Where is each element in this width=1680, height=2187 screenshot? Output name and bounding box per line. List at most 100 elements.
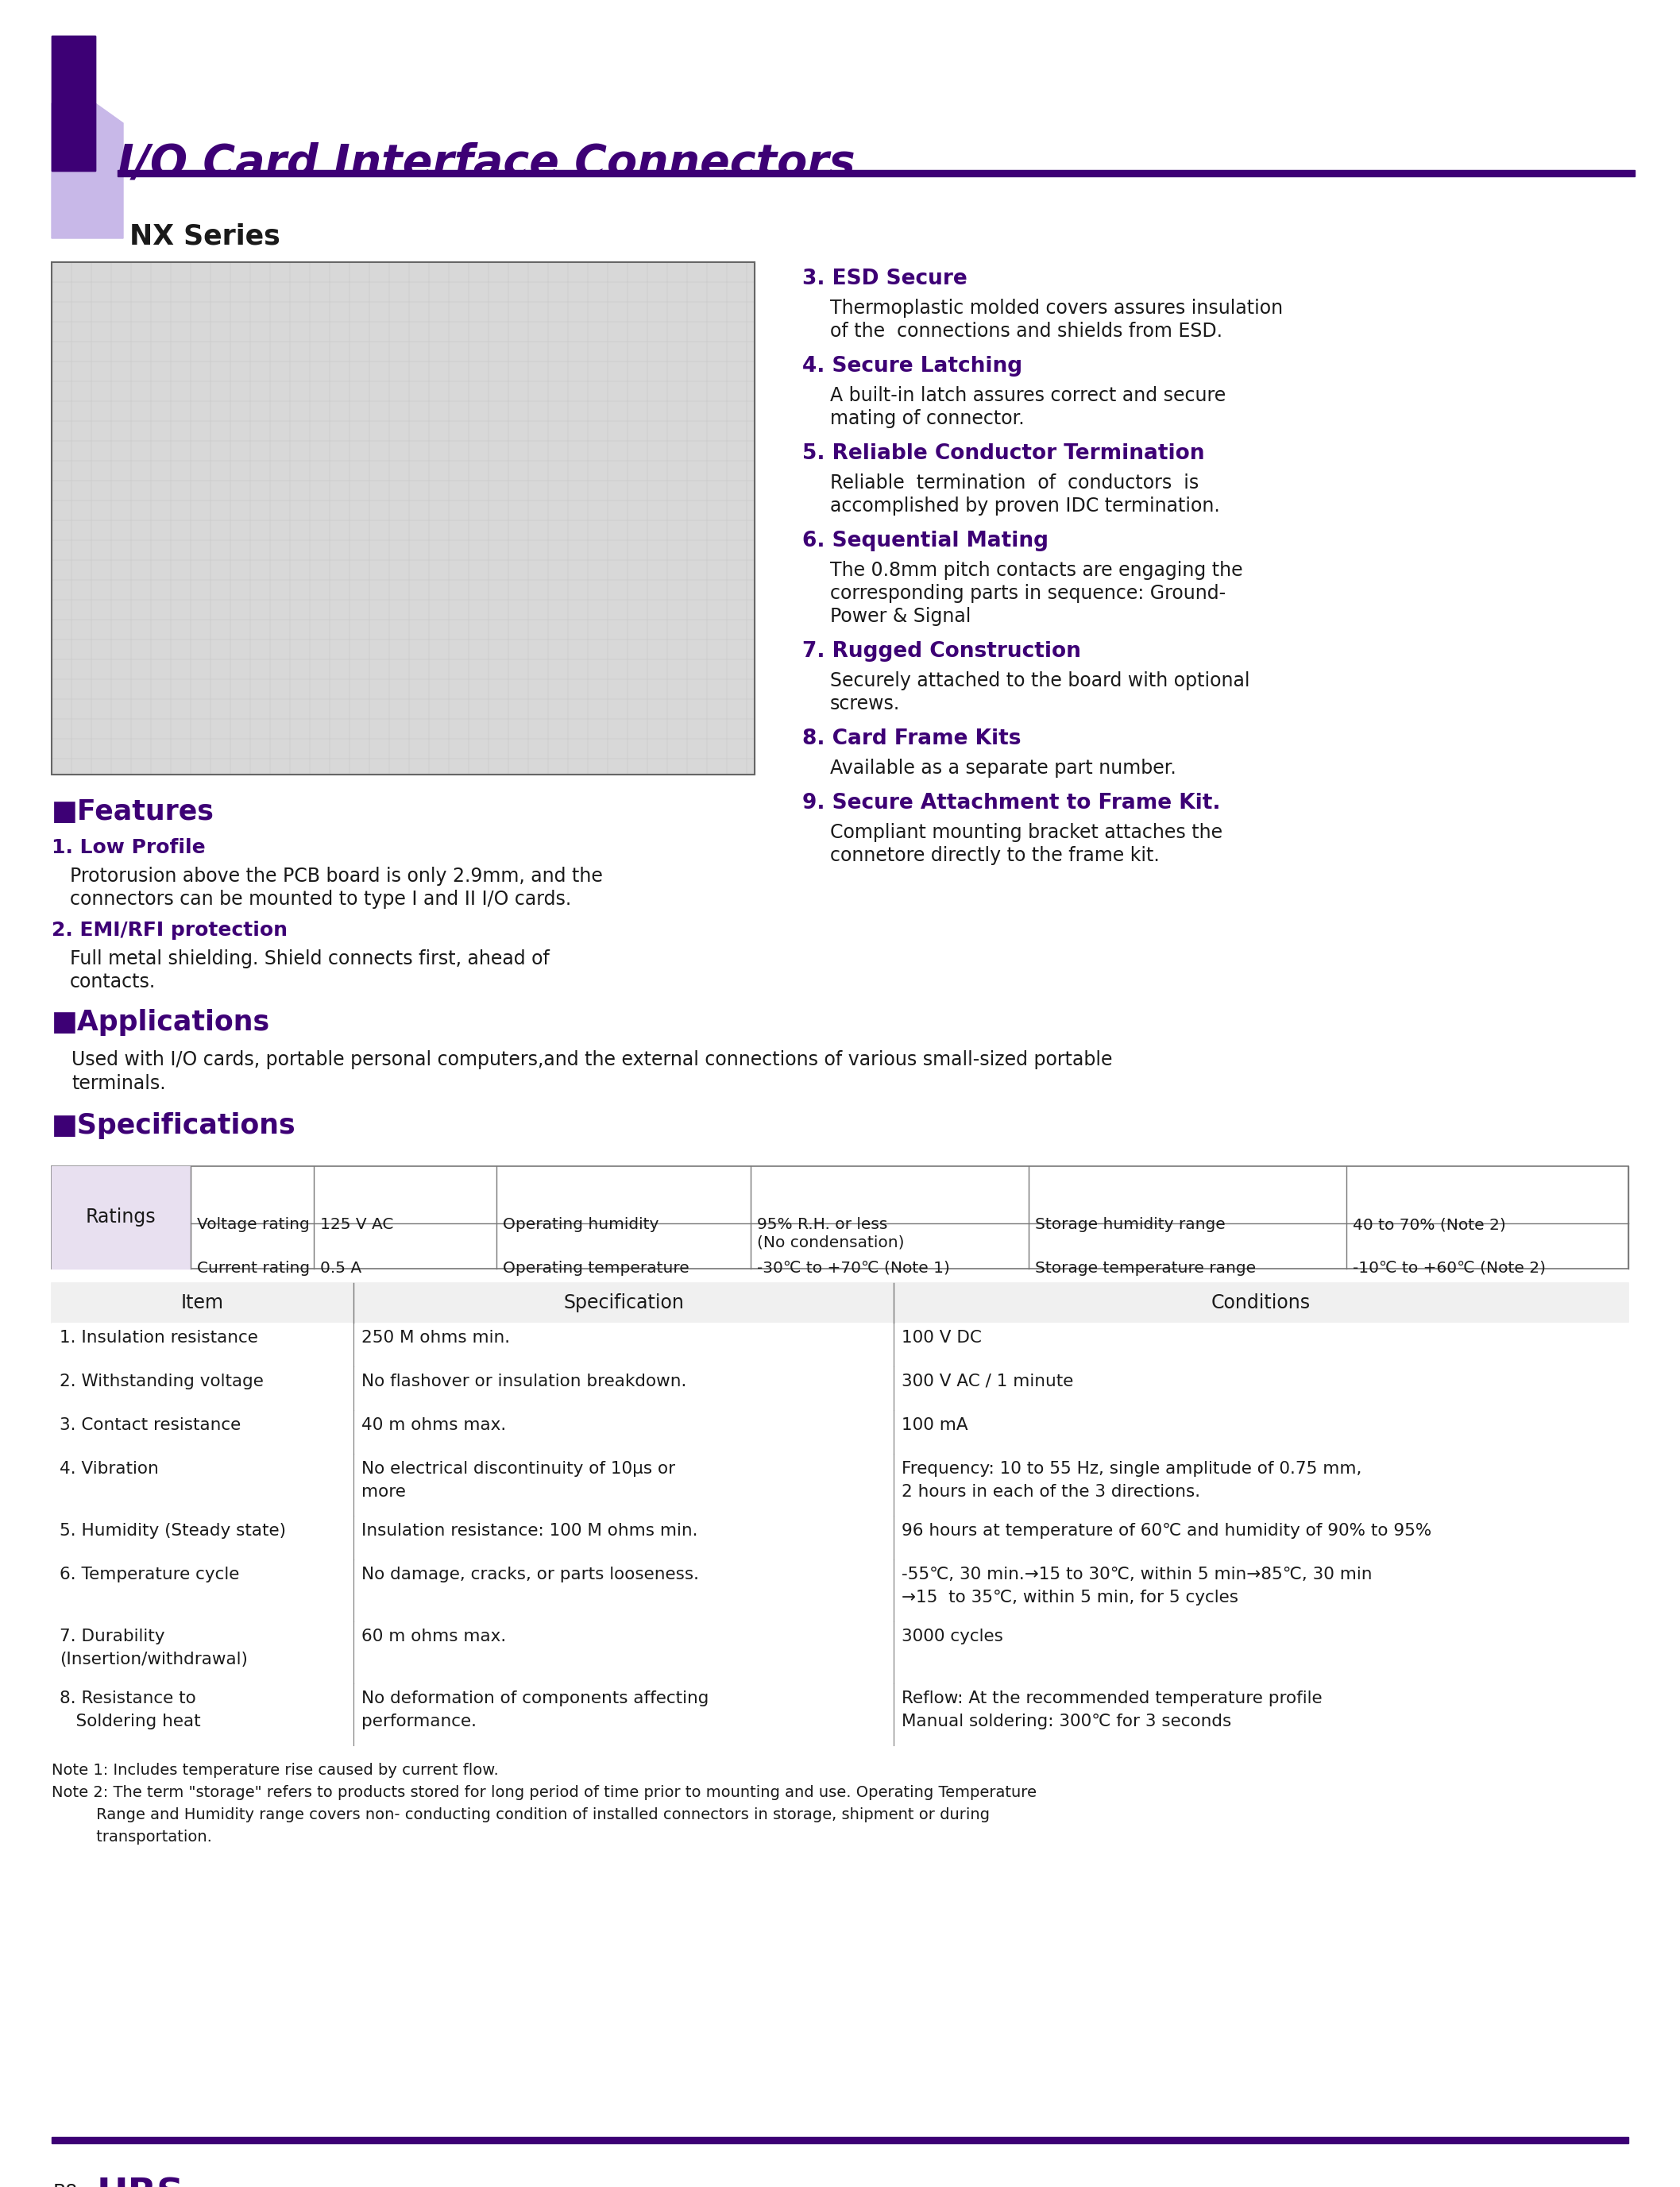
Bar bbox=[52, 1684, 1628, 1745]
Text: 6. Temperature cycle: 6. Temperature cycle bbox=[59, 1566, 239, 1583]
Text: 3. ESD Secure: 3. ESD Secure bbox=[803, 269, 968, 289]
Bar bbox=[52, 262, 754, 774]
Text: terminals.: terminals. bbox=[72, 1074, 166, 1094]
Text: Reflow: At the recommended temperature profile: Reflow: At the recommended temperature p… bbox=[902, 1691, 1322, 1706]
Text: of the  connections and shields from ESD.: of the connections and shields from ESD. bbox=[830, 321, 1223, 341]
Text: Protorusion above the PCB board is only 2.9mm, and the: Protorusion above the PCB board is only … bbox=[71, 866, 603, 886]
Text: Ratings: Ratings bbox=[86, 1207, 156, 1227]
Text: more: more bbox=[361, 1485, 407, 1500]
Text: No flashover or insulation breakdown.: No flashover or insulation breakdown. bbox=[361, 1373, 687, 1389]
Text: 40 m ohms max.: 40 m ohms max. bbox=[361, 1417, 506, 1432]
Text: 100 V DC: 100 V DC bbox=[902, 1330, 981, 1345]
Text: 2 hours in each of the 3 directions.: 2 hours in each of the 3 directions. bbox=[902, 1485, 1200, 1500]
Text: 0.5 A: 0.5 A bbox=[321, 1260, 361, 1275]
Text: Note 1: Includes temperature rise caused by current flow.: Note 1: Includes temperature rise caused… bbox=[52, 1763, 499, 1778]
Bar bbox=[52, 35, 96, 171]
Text: HRS: HRS bbox=[97, 2176, 185, 2187]
Text: accomplished by proven IDC termination.: accomplished by proven IDC termination. bbox=[830, 496, 1220, 516]
Bar bbox=[52, 262, 754, 774]
Text: 96 hours at temperature of 60℃ and humidity of 90% to 95%: 96 hours at temperature of 60℃ and humid… bbox=[902, 1522, 1431, 1540]
Text: Full metal shielding. Shield connects first, ahead of: Full metal shielding. Shield connects fi… bbox=[71, 949, 549, 969]
Text: Soldering heat: Soldering heat bbox=[59, 1715, 200, 1730]
Bar bbox=[52, 2137, 1628, 2143]
Text: 60 m ohms max.: 60 m ohms max. bbox=[361, 1629, 506, 1645]
Text: Power & Signal: Power & Signal bbox=[830, 608, 971, 625]
Bar bbox=[52, 1367, 1628, 1411]
Text: Securely attached to the board with optional: Securely attached to the board with opti… bbox=[830, 671, 1250, 691]
Text: Frequency: 10 to 55 Hz, single amplitude of 0.75 mm,: Frequency: 10 to 55 Hz, single amplitude… bbox=[902, 1461, 1362, 1476]
Text: (No condensation): (No condensation) bbox=[758, 1233, 904, 1249]
Text: 3000 cycles: 3000 cycles bbox=[902, 1629, 1003, 1645]
Text: 3. Contact resistance: 3. Contact resistance bbox=[59, 1417, 240, 1432]
Text: B8: B8 bbox=[54, 2183, 79, 2187]
Text: ■Specifications: ■Specifications bbox=[52, 1113, 296, 1139]
Text: Used with I/O cards, portable personal computers,and the external connections of: Used with I/O cards, portable personal c… bbox=[72, 1050, 1112, 1069]
Text: A built-in latch assures correct and secure: A built-in latch assures correct and sec… bbox=[830, 387, 1226, 405]
Text: 1. Low Profile: 1. Low Profile bbox=[52, 838, 205, 857]
Text: Item: Item bbox=[181, 1293, 223, 1312]
Text: NX Series: NX Series bbox=[129, 223, 281, 249]
Text: Insulation resistance: 100 M ohms min.: Insulation resistance: 100 M ohms min. bbox=[361, 1522, 697, 1540]
Text: No deformation of components affecting: No deformation of components affecting bbox=[361, 1691, 709, 1706]
Text: Conditions: Conditions bbox=[1211, 1293, 1310, 1312]
Text: 4. Vibration: 4. Vibration bbox=[59, 1461, 158, 1476]
Text: contacts.: contacts. bbox=[71, 973, 156, 991]
Bar bbox=[52, 1516, 1628, 1559]
Text: performance.: performance. bbox=[361, 1715, 477, 1730]
Bar bbox=[52, 35, 96, 171]
Text: No electrical discontinuity of 10μs or: No electrical discontinuity of 10μs or bbox=[361, 1461, 675, 1476]
Bar bbox=[52, 1454, 1628, 1516]
Text: I/O Card Interface Connectors: I/O Card Interface Connectors bbox=[118, 142, 855, 184]
Text: 6. Sequential Mating: 6. Sequential Mating bbox=[803, 531, 1048, 551]
Text: 7. Durability: 7. Durability bbox=[59, 1629, 165, 1645]
Text: 300 V AC / 1 minute: 300 V AC / 1 minute bbox=[902, 1373, 1074, 1389]
Bar bbox=[52, 1166, 190, 1268]
Text: Specification: Specification bbox=[563, 1293, 684, 1312]
Bar bbox=[118, 171, 1635, 177]
Text: Compliant mounting bracket attaches the: Compliant mounting bracket attaches the bbox=[830, 822, 1223, 842]
Text: Storage temperature range: Storage temperature range bbox=[1035, 1260, 1257, 1275]
Text: 100 mA: 100 mA bbox=[902, 1417, 968, 1432]
Text: Available as a separate part number.: Available as a separate part number. bbox=[830, 759, 1176, 779]
Text: 2. Withstanding voltage: 2. Withstanding voltage bbox=[59, 1373, 264, 1389]
Text: Range and Humidity range covers non‐ conducting condition of installed connector: Range and Humidity range covers non‐ con… bbox=[52, 1806, 990, 1822]
Text: The 0.8mm pitch contacts are engaging the: The 0.8mm pitch contacts are engaging th… bbox=[830, 560, 1243, 580]
Text: 125 V AC: 125 V AC bbox=[321, 1216, 393, 1231]
Text: 1. Insulation resistance: 1. Insulation resistance bbox=[59, 1330, 259, 1345]
Text: -30℃ to +70℃ (Note 1): -30℃ to +70℃ (Note 1) bbox=[758, 1260, 949, 1275]
Text: Reliable  termination  of  conductors  is: Reliable termination of conductors is bbox=[830, 472, 1200, 492]
Text: 8. Card Frame Kits: 8. Card Frame Kits bbox=[803, 728, 1021, 750]
Text: (Insertion/withdrawal): (Insertion/withdrawal) bbox=[59, 1651, 247, 1666]
Text: 250 M ohms min.: 250 M ohms min. bbox=[361, 1330, 511, 1345]
Text: ■Features: ■Features bbox=[52, 798, 215, 824]
Text: 4. Secure Latching: 4. Secure Latching bbox=[803, 356, 1023, 376]
Text: 5. Reliable Conductor Termination: 5. Reliable Conductor Termination bbox=[803, 444, 1205, 464]
Text: transportation.: transportation. bbox=[52, 1831, 212, 1844]
Bar bbox=[52, 1559, 1628, 1621]
Text: Storage humidity range: Storage humidity range bbox=[1035, 1216, 1225, 1231]
Text: Note 2: The term "storage" refers to products stored for long period of time pri: Note 2: The term "storage" refers to pro… bbox=[52, 1785, 1037, 1800]
Bar bbox=[52, 1621, 1628, 1684]
Text: connetore directly to the frame kit.: connetore directly to the frame kit. bbox=[830, 846, 1159, 866]
Text: 5. Humidity (Steady state): 5. Humidity (Steady state) bbox=[59, 1522, 286, 1540]
Text: Voltage rating: Voltage rating bbox=[197, 1216, 309, 1231]
Text: Thermoplastic molded covers assures insulation: Thermoplastic molded covers assures insu… bbox=[830, 300, 1284, 317]
Text: -55℃, 30 min.→15 to 30℃, within 5 min→85℃, 30 min: -55℃, 30 min.→15 to 30℃, within 5 min→85… bbox=[902, 1566, 1373, 1583]
Text: 95% R.H. or less: 95% R.H. or less bbox=[758, 1216, 887, 1231]
Bar bbox=[52, 1166, 1628, 1268]
Text: 8. Resistance to: 8. Resistance to bbox=[59, 1691, 197, 1706]
Text: 7. Rugged Construction: 7. Rugged Construction bbox=[803, 641, 1080, 663]
Bar bbox=[52, 1284, 1628, 1323]
Text: mating of connector.: mating of connector. bbox=[830, 409, 1025, 429]
Text: Operating humidity: Operating humidity bbox=[502, 1216, 659, 1231]
Text: →15  to 35℃, within 5 min, for 5 cycles: →15 to 35℃, within 5 min, for 5 cycles bbox=[902, 1590, 1238, 1605]
Text: connectors can be mounted to type I and II I/O cards.: connectors can be mounted to type I and … bbox=[71, 890, 571, 910]
Text: No damage, cracks, or parts looseness.: No damage, cracks, or parts looseness. bbox=[361, 1566, 699, 1583]
Text: 40 to 70% (Note 2): 40 to 70% (Note 2) bbox=[1352, 1216, 1505, 1231]
Text: Operating temperature: Operating temperature bbox=[502, 1260, 689, 1275]
Text: screws.: screws. bbox=[830, 693, 900, 713]
Text: -10℃ to +60℃ (Note 2): -10℃ to +60℃ (Note 2) bbox=[1352, 1260, 1546, 1275]
Text: 9. Secure Attachment to Frame Kit.: 9. Secure Attachment to Frame Kit. bbox=[803, 794, 1220, 814]
Polygon shape bbox=[52, 103, 123, 238]
Text: Manual soldering: 300℃ for 3 seconds: Manual soldering: 300℃ for 3 seconds bbox=[902, 1715, 1231, 1730]
